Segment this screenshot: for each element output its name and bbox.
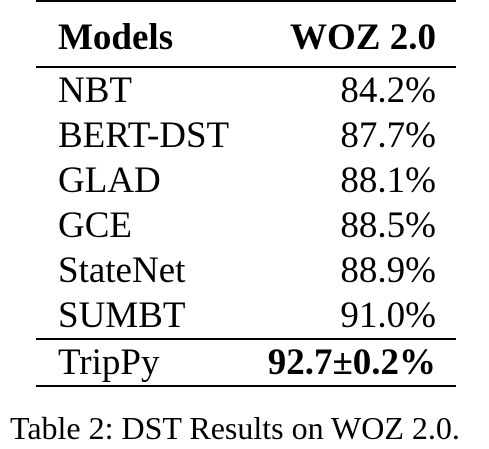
model-score: 88.1% [340,160,436,201]
model-score: 84.2% [340,70,436,111]
header-woz: WOZ 2.0 [239,0,456,68]
model-score: 88.5% [340,205,436,246]
table-header-row: Models WOZ 2.0 [36,0,456,68]
model-score: 87.7% [340,115,436,156]
model-name: BERT-DST [58,115,230,156]
table-row: SUMBT 91.0% [36,293,456,339]
model-score: 91.0% [340,295,436,336]
model-name: GCE [58,205,132,246]
header-models: Models [36,0,240,68]
final-model-score: 92.7±0.2% [239,338,456,387]
model-name: StateNet [58,250,186,291]
table-caption: Table 2: DST Results on WOZ 2.0. [10,410,460,446]
table-row: GLAD 88.1% [36,158,456,203]
table-row-final: TripPy 92.7±0.2% [36,338,456,387]
table-row: StateNet 88.9% [36,248,456,293]
model-name: NBT [58,70,132,111]
model-score: 88.9% [340,250,436,291]
table-row: GCE 88.5% [36,203,456,248]
table-row: BERT-DST 87.7% [36,113,456,158]
final-model-name: TripPy [36,338,240,387]
model-name: GLAD [58,160,161,201]
results-table: Models WOZ 2.0 NBT 84.2% BERT-DST 87.7% … [36,0,456,387]
table-row: NBT 84.2% [36,67,456,113]
model-name: SUMBT [58,295,186,336]
